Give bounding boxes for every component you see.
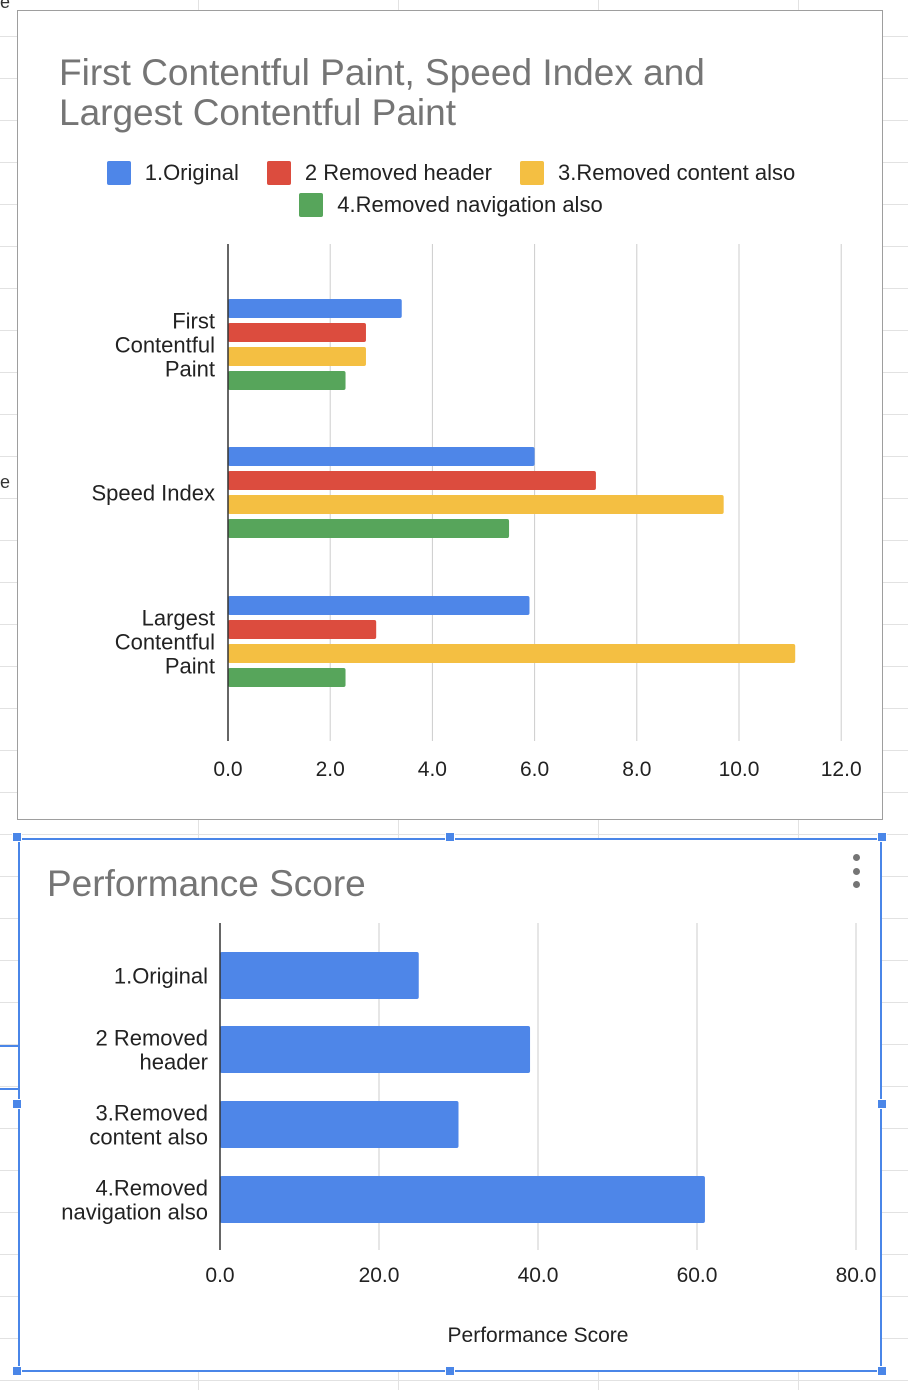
legend-swatch (520, 161, 544, 185)
selected-cell[interactable] (0, 1045, 18, 1090)
legend-label: 3.Removed content also (558, 160, 796, 185)
legend-item: 4.Removed navigation also (299, 192, 603, 218)
legend-label: 4.Removed navigation also (337, 192, 603, 217)
resize-handle[interactable] (877, 1366, 887, 1376)
bar (228, 596, 530, 615)
x-tick-label: 40.0 (518, 1264, 559, 1287)
bar (228, 323, 366, 342)
resize-handle[interactable] (12, 1099, 22, 1109)
category-label: Speed Index (91, 481, 215, 506)
category-label: Contentful (115, 630, 215, 655)
resize-handle[interactable] (445, 1366, 455, 1376)
bar (220, 1026, 531, 1073)
x-tick-label: 2.0 (316, 758, 345, 781)
x-tick-label: 60.0 (677, 1264, 718, 1287)
resize-handle[interactable] (445, 832, 455, 842)
legend-swatch (106, 161, 131, 185)
legend-item: 1.Original (106, 160, 239, 186)
category-label: Largest (142, 606, 215, 631)
bar (228, 495, 724, 514)
bar (228, 644, 796, 663)
category-label: Paint (165, 654, 215, 679)
legend-item: 2 Removed header (266, 160, 492, 186)
x-tick-label: 4.0 (418, 758, 447, 781)
category-label: 4.Removed (95, 1176, 208, 1201)
category-label: 2 Removed (95, 1026, 208, 1051)
bar (228, 299, 402, 318)
category-label: First (172, 309, 215, 334)
bar (220, 1176, 705, 1223)
x-tick-label: 80.0 (836, 1264, 877, 1287)
resize-handle[interactable] (877, 1099, 887, 1109)
bar (220, 952, 419, 999)
chart-title: Performance Score (47, 863, 366, 904)
x-tick-label: 20.0 (359, 1264, 400, 1287)
bar (228, 447, 535, 466)
bar (228, 668, 346, 687)
x-tick-label: 6.0 (520, 758, 549, 781)
resize-handle[interactable] (12, 832, 22, 842)
category-label: content also (89, 1125, 208, 1150)
resize-handle[interactable] (12, 1366, 22, 1376)
x-tick-label: 10.0 (719, 758, 760, 781)
category-label: 1.Original (114, 964, 208, 989)
category-label: navigation also (61, 1200, 208, 1225)
legend-item: 3.Removed content also (520, 160, 795, 186)
category-label: Paint (165, 357, 215, 382)
chart-plot: 0.0 20.0 40.0 60.0 80.0 1.Original 2 Removedhe… (61, 923, 877, 1347)
x-tick-label: 8.0 (622, 758, 651, 781)
chart-performance-score[interactable]: Performance Score 0.0 20.0 40.0 60.0 80.0 1.O… (18, 838, 882, 1372)
category-label: 3.Removed (95, 1101, 208, 1126)
bar (228, 519, 510, 538)
category-label: header (139, 1050, 208, 1075)
x-tick-label: 0.0 (205, 1264, 234, 1287)
category-label: Contentful (115, 333, 215, 358)
legend-label: 1.Original (144, 160, 239, 185)
resize-handle[interactable] (877, 832, 887, 842)
chart-plot: 0.0 2.0 4.0 6.0 8.0 10.0 12.0FirstContentfulPa… (91, 244, 862, 781)
legend-swatch (266, 161, 291, 185)
cell-text-fragment: e (0, 472, 11, 492)
bar (228, 371, 346, 390)
bar (220, 1101, 459, 1148)
cell-text-fragment: e (0, 0, 11, 12)
legend-swatch (299, 193, 324, 217)
x-tick-label: 0.0 (213, 758, 242, 781)
x-axis-title: Performance Score (448, 1324, 629, 1347)
legend-label: 2 Removed header (304, 160, 492, 185)
bar (228, 347, 366, 366)
x-tick-label: 12.0 (821, 758, 862, 781)
more-options-icon[interactable] (850, 854, 862, 888)
chart-title: First Contentful Paint, Speed Index and … (59, 52, 705, 133)
bar (228, 620, 377, 639)
chart-fcp-si-lcp[interactable]: First Contentful Paint, Speed Index and … (17, 10, 883, 820)
bar (228, 471, 596, 490)
chart-legend: 1.Original 2 Removed header 3.Removed cont… (18, 157, 884, 221)
